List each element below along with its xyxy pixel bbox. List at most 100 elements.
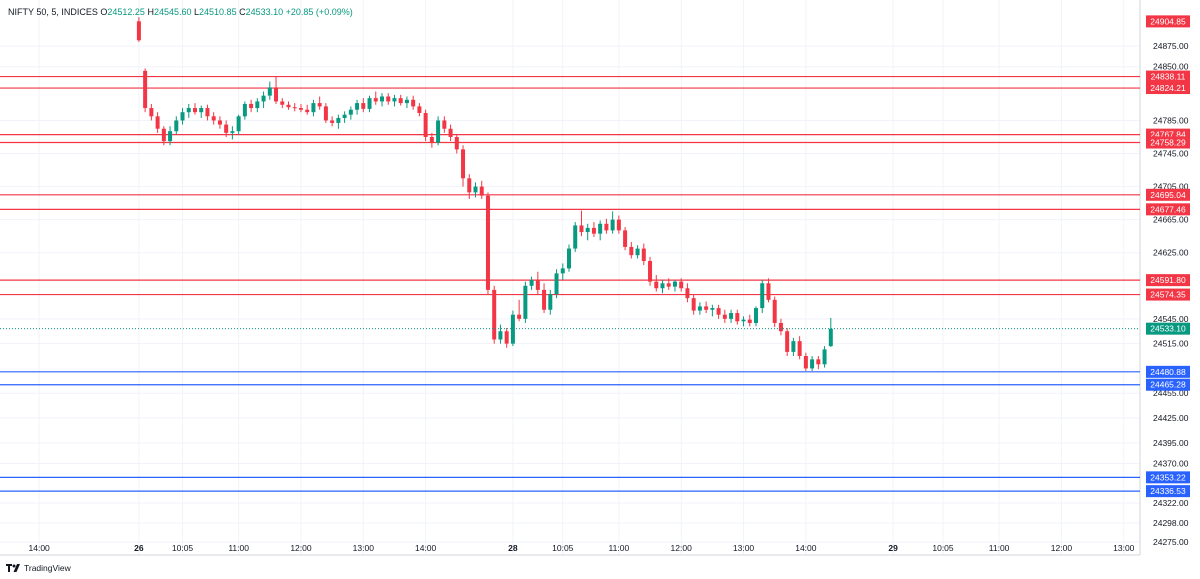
candle-body [797, 341, 802, 357]
candle-body [760, 283, 765, 309]
low-value: 24510.85 [199, 7, 237, 17]
price-tick-label: 24455.00 [1153, 388, 1189, 398]
last-price-label: 24533.10 [1150, 324, 1186, 334]
price-tick-label: 24705.00 [1153, 182, 1189, 192]
time-tick-label: 13:00 [1113, 543, 1135, 553]
candle-body [729, 313, 734, 319]
candle-body [498, 331, 503, 340]
time-tick-label: 12:00 [1051, 543, 1073, 553]
close-label: C [239, 7, 246, 17]
price-axis: 24875.00 24850.00 24785.00 24745.00 24705.00… [1153, 41, 1189, 547]
resistance-level-label-bg [1146, 82, 1190, 95]
candle-body [691, 298, 696, 311]
candle-body [280, 101, 285, 105]
resistance-level-label-bg [1146, 70, 1190, 83]
candle-body [772, 299, 777, 323]
candle-body [205, 108, 210, 117]
candle-body [404, 99, 409, 104]
symbol-header: NIFTY 50, 5, INDICES O24512.25 H24545.60… [8, 7, 353, 17]
candle-body [311, 103, 316, 113]
candle-body [716, 308, 721, 315]
time-tick-label: 28 [508, 543, 518, 553]
support-level-label-bg [1146, 485, 1190, 498]
candle-body [342, 114, 347, 118]
candle-body [504, 331, 509, 344]
resistance-level-label: 24767.84 [1150, 130, 1186, 140]
candle-body [186, 108, 191, 113]
candle-body [535, 279, 540, 290]
open-value: 24512.25 [107, 7, 145, 17]
time-tick-label: 11:00 [989, 543, 1010, 553]
candle-body [286, 104, 291, 108]
resistance-level-label: 24677.46 [1150, 204, 1186, 214]
candle-body [398, 98, 403, 104]
candle-body [766, 283, 771, 300]
candle-body [604, 223, 609, 231]
time-tick-label: 10:05 [932, 543, 954, 553]
support-level-label: 24336.53 [1150, 486, 1186, 496]
candle-body [567, 248, 571, 269]
candle-body [143, 70, 148, 109]
candle-body [828, 328, 833, 347]
candle-body [616, 219, 621, 231]
candle-body [461, 149, 466, 179]
candle-body [136, 21, 141, 41]
low-label: L [194, 7, 200, 17]
price-tick-label: 24395.00 [1153, 438, 1189, 448]
candle-body [267, 87, 272, 96]
price-tick-label: 24850.00 [1153, 62, 1189, 72]
candle-body [230, 131, 235, 133]
candle-body [448, 128, 453, 137]
candle-body [517, 314, 522, 319]
candle-body [666, 283, 671, 287]
candle-body [803, 356, 808, 369]
candle-body [510, 314, 515, 344]
high-price-label-bg [1146, 15, 1190, 28]
candle-body [735, 313, 740, 322]
candle-body [429, 136, 434, 143]
candle-body [149, 108, 154, 117]
candle-body [554, 273, 559, 295]
candles [136, 17, 833, 371]
candle-body [161, 128, 166, 142]
candle-body [529, 279, 534, 286]
support-level-label: 24465.28 [1150, 380, 1186, 390]
time-tick-label: 13:00 [353, 543, 375, 553]
candle-body [785, 331, 790, 352]
candle-body [747, 319, 752, 323]
last-price-label-bg [1146, 322, 1190, 335]
resistance-level-label-bg [1146, 188, 1190, 201]
time-tick-label: 10:05 [552, 543, 574, 553]
candle-body [323, 106, 328, 121]
candle-body [367, 98, 372, 109]
candle-body [641, 248, 646, 261]
candle-body [211, 116, 216, 121]
candle-body [479, 186, 484, 196]
candle-body [255, 101, 260, 109]
time-tick-label: 12:00 [671, 543, 693, 553]
time-tick-label: 13:00 [733, 543, 755, 553]
support-level-label-bg [1146, 471, 1190, 484]
resistance-level-label-bg [1146, 274, 1190, 287]
candle-body [442, 120, 447, 129]
time-tick-label: 10:05 [172, 543, 194, 553]
candle-body [411, 99, 416, 107]
candle-body [467, 178, 472, 193]
candle-body [579, 225, 584, 233]
price-tick-label: 24515.00 [1153, 339, 1189, 349]
candle-body [217, 120, 222, 125]
footer-brand[interactable]: TradingView [6, 563, 71, 573]
candle-body [423, 113, 428, 137]
candle-body [436, 120, 441, 143]
time-tick-label: 14:00 [29, 543, 51, 553]
candle-body [199, 108, 204, 113]
candle-body [298, 108, 303, 110]
resistance-level-label: 24824.21 [1150, 83, 1186, 93]
candle-body [741, 319, 746, 322]
candle-body [193, 108, 197, 113]
candle-body [380, 96, 384, 102]
candle-body [822, 349, 827, 365]
candle-body [174, 120, 179, 132]
